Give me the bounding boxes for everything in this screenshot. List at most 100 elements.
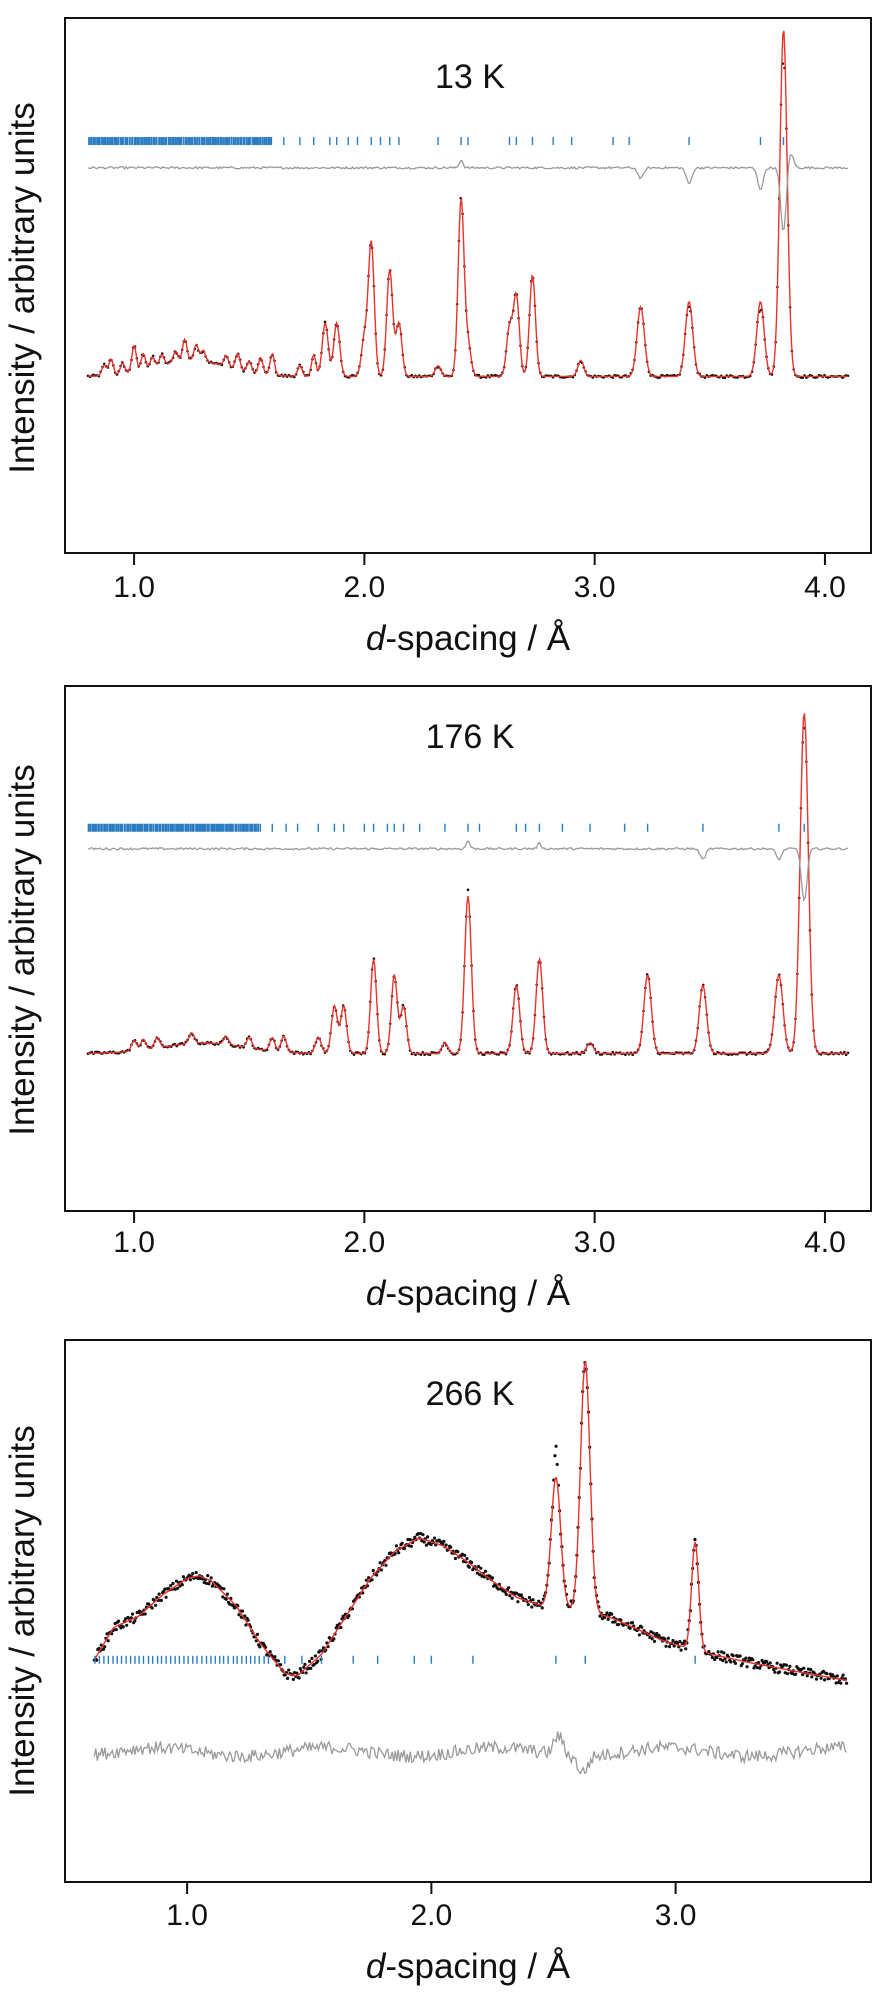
observed-point (765, 1659, 769, 1664)
observed-point (553, 1454, 557, 1458)
observed-point (555, 1462, 559, 1467)
observed-point (466, 888, 470, 892)
observed-point (476, 1564, 481, 1569)
observed-point (508, 1594, 512, 1598)
observed-point (159, 1598, 164, 1603)
observed-point (181, 1575, 186, 1579)
observed-point (724, 1660, 728, 1664)
observed-point (526, 1602, 530, 1607)
observed-point (531, 1598, 535, 1602)
observed-point (671, 1638, 675, 1643)
observed-point (610, 1612, 614, 1616)
observed-point (839, 1681, 843, 1685)
observed-point (171, 1581, 175, 1586)
plot-frame (64, 17, 872, 554)
observed-point (143, 1612, 147, 1616)
observed-point (424, 1543, 429, 1547)
chart-panel-2: 1.0 2.0 3.0 4.0 176 K Intensity / arbitrary u… (3, 685, 872, 1313)
observed-point (103, 1645, 107, 1649)
observed-point (655, 1631, 659, 1636)
difference-curve (87, 154, 848, 231)
x-tick-label: 4.0 (804, 571, 846, 604)
observed-point (681, 1641, 685, 1646)
observed-point (666, 1636, 670, 1640)
observed-point (490, 1576, 495, 1580)
observed-point (744, 1656, 748, 1660)
calculated-profile (88, 713, 848, 1055)
observed-point (295, 1671, 299, 1675)
observed-point (773, 1670, 777, 1674)
y-axis-label: Intensity / arbitrary units (3, 102, 42, 474)
observed-point (715, 1655, 719, 1660)
observed-point (483, 1569, 488, 1573)
plot-frame (64, 685, 872, 1212)
observed-point (503, 1590, 507, 1594)
observed-point (258, 1645, 262, 1649)
observed-point (347, 1614, 351, 1618)
observed-point (316, 1659, 320, 1663)
observed-point (97, 1646, 101, 1651)
observed-point (775, 1661, 779, 1665)
observed-point (753, 1664, 757, 1668)
observed-point (650, 1637, 654, 1641)
observed-point (657, 1633, 661, 1638)
observed-point (222, 1587, 226, 1591)
observed-point (237, 1613, 241, 1617)
observed-point (413, 1535, 417, 1539)
observed-point (809, 1667, 813, 1672)
observed-point (456, 1550, 460, 1554)
observed-point (307, 1659, 312, 1663)
x-axis-label-symbol: d (366, 619, 387, 658)
observed-point (530, 1605, 534, 1609)
observed-point (231, 1603, 235, 1608)
observed-point (133, 1619, 137, 1623)
observed-point (155, 1595, 159, 1600)
difference-curve (93, 1731, 848, 1775)
observed-point (693, 1537, 697, 1542)
observed-point (188, 1578, 192, 1582)
observed-point (470, 1560, 474, 1565)
observed-point (221, 1595, 225, 1599)
observed-point (840, 1676, 844, 1680)
observed-point (722, 1651, 726, 1655)
x-tick-label: 2.0 (344, 571, 386, 604)
observed-point (360, 1586, 364, 1590)
observed-point (174, 1579, 179, 1583)
observed-point (467, 1565, 471, 1569)
observed-point (835, 1674, 839, 1678)
x-tick-label: 1.0 (113, 1226, 155, 1259)
chart-panel-3: 1.0 2.0 3.0 266 K Intensity / arbitrary unit… (3, 1339, 872, 1986)
observed-point (504, 1592, 508, 1597)
plot-frame (64, 1339, 872, 1883)
observed-point (394, 1544, 398, 1548)
observed-point (210, 1584, 214, 1588)
observed-point (772, 1667, 776, 1672)
x-tick-label: 3.0 (574, 571, 616, 604)
observed-point (598, 1614, 602, 1618)
observed-point (334, 1626, 338, 1630)
observed-point (738, 1654, 742, 1658)
temperature-label: 176 K (426, 718, 515, 756)
observed-point (510, 1596, 514, 1600)
observed-point (332, 1637, 336, 1641)
observed-point (409, 1544, 414, 1548)
observed-point (822, 1678, 827, 1682)
observed-point (194, 1570, 198, 1575)
observed-point (406, 1537, 410, 1542)
observed-point (397, 1551, 401, 1555)
x-axis-label-text: -spacing / Å (385, 619, 570, 658)
observed-point (496, 1587, 500, 1591)
observed-point (678, 1639, 682, 1644)
chart-panel-1: 1.0 2.0 3.0 4.0 13 K Intensity / arbitrary un… (3, 17, 872, 658)
observed-point (757, 1661, 761, 1665)
observed-point (444, 1543, 448, 1547)
observed-point (123, 1617, 128, 1621)
observed-point (784, 1663, 788, 1667)
observed-point (114, 1627, 118, 1632)
observed-point (121, 1625, 125, 1629)
observed-point (191, 1571, 195, 1576)
observed-point (106, 1639, 110, 1643)
observed-point (306, 1666, 311, 1671)
observed-point (402, 1546, 407, 1551)
observed-point (707, 1649, 711, 1654)
